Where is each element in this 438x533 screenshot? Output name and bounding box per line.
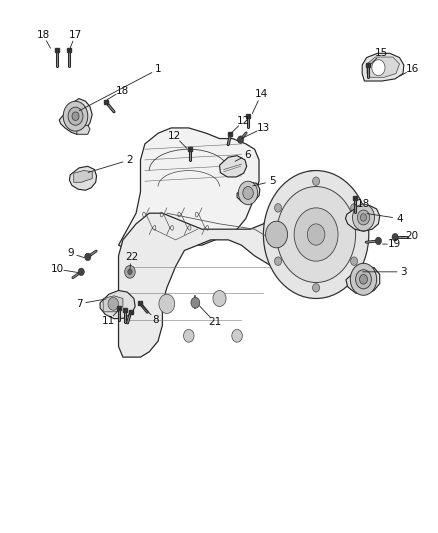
Circle shape (350, 204, 357, 212)
Circle shape (85, 253, 91, 261)
Polygon shape (59, 99, 92, 134)
Text: 13: 13 (256, 123, 269, 133)
Text: 18: 18 (115, 86, 128, 95)
Polygon shape (118, 171, 342, 357)
Circle shape (231, 329, 242, 342)
Text: 11: 11 (102, 316, 115, 326)
Circle shape (359, 274, 367, 284)
Circle shape (312, 284, 319, 292)
Text: 12: 12 (237, 116, 250, 126)
Text: 22: 22 (125, 252, 138, 262)
Text: 8: 8 (152, 315, 159, 325)
Text: 5: 5 (268, 176, 275, 186)
Text: 4: 4 (395, 214, 402, 223)
Circle shape (212, 290, 226, 306)
Circle shape (350, 257, 357, 265)
Text: 20: 20 (404, 231, 417, 240)
Circle shape (293, 208, 337, 261)
Text: 1: 1 (154, 64, 161, 74)
Circle shape (357, 210, 369, 225)
Circle shape (307, 224, 324, 245)
Polygon shape (118, 128, 258, 251)
Text: 14: 14 (254, 90, 267, 99)
Polygon shape (69, 166, 96, 190)
Circle shape (265, 221, 287, 248)
Circle shape (78, 268, 84, 276)
Text: 12: 12 (168, 131, 181, 141)
Text: 9: 9 (67, 248, 74, 258)
Polygon shape (345, 205, 379, 231)
Polygon shape (237, 182, 259, 204)
Text: 21: 21 (208, 318, 221, 327)
Circle shape (191, 297, 199, 308)
Polygon shape (219, 156, 246, 177)
Text: 16: 16 (405, 64, 418, 74)
Circle shape (63, 101, 88, 131)
Circle shape (183, 329, 194, 342)
Circle shape (371, 60, 384, 76)
Text: 18: 18 (356, 199, 369, 208)
Circle shape (355, 270, 371, 289)
Polygon shape (100, 290, 135, 319)
Circle shape (352, 204, 374, 231)
Text: 19: 19 (387, 239, 400, 249)
Circle shape (238, 181, 257, 205)
Circle shape (350, 263, 376, 295)
Text: 17: 17 (69, 30, 82, 39)
Text: 7: 7 (75, 299, 82, 309)
Circle shape (127, 269, 132, 274)
Circle shape (242, 187, 253, 199)
Polygon shape (77, 125, 90, 134)
Circle shape (263, 171, 368, 298)
Circle shape (237, 136, 243, 143)
Circle shape (274, 204, 281, 212)
Polygon shape (103, 296, 123, 312)
Circle shape (276, 187, 355, 282)
Circle shape (391, 233, 397, 241)
Polygon shape (345, 266, 379, 294)
Circle shape (159, 294, 174, 313)
Circle shape (274, 257, 281, 265)
Circle shape (374, 237, 381, 245)
Polygon shape (366, 57, 399, 77)
Circle shape (124, 265, 135, 278)
Circle shape (108, 297, 118, 310)
Circle shape (68, 107, 83, 125)
Text: 6: 6 (244, 150, 251, 159)
Text: 15: 15 (374, 49, 388, 58)
Text: 18: 18 (36, 30, 49, 39)
Circle shape (312, 177, 319, 185)
Polygon shape (361, 53, 403, 81)
Circle shape (360, 214, 366, 221)
Text: 3: 3 (399, 267, 406, 277)
Text: 2: 2 (126, 155, 133, 165)
Text: 10: 10 (50, 264, 64, 274)
Circle shape (72, 112, 79, 120)
Polygon shape (74, 171, 92, 182)
